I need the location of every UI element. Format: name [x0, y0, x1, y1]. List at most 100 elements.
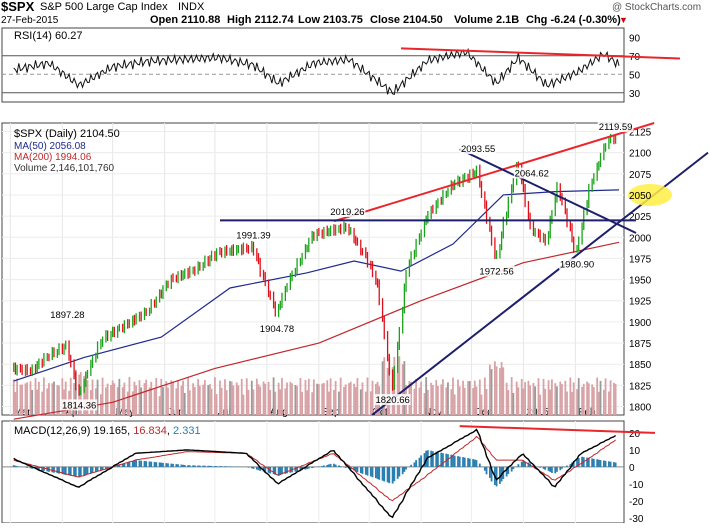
macd-histogram-bar [566, 466, 568, 467]
volume-bar [338, 392, 340, 415]
volume-bar [435, 380, 437, 415]
macd-histogram-bar [403, 467, 405, 472]
ma50-legend: MA(50) 2056.08 [14, 141, 86, 152]
macd-signal-value: 16.834 [133, 425, 167, 437]
macd-histogram-bar [328, 464, 330, 466]
volume-bar [199, 386, 201, 415]
macd-histogram-bar [561, 467, 563, 469]
volume-legend: Volume 2,146,101,760 [14, 163, 114, 174]
price-y-tick: 1900 [629, 318, 652, 329]
rsi-title: RSI(14) 60.27 [14, 30, 82, 42]
macd-histogram-bar [78, 467, 80, 477]
rsi-y-tick: 50 [629, 70, 641, 81]
price-y-tick: 1975 [629, 254, 652, 265]
macd-y-tick: 0 [629, 463, 635, 474]
macd-histogram-bar [367, 467, 369, 476]
volume-bar [316, 384, 318, 415]
macd-histogram-bar [598, 460, 600, 467]
volume-bar [318, 384, 320, 415]
macd-histogram-bar [73, 467, 75, 476]
macd-histogram-bar [382, 467, 384, 481]
macd-histogram-bar [430, 451, 432, 467]
volume-bar [450, 389, 452, 415]
volume-bar [578, 378, 580, 415]
volume-bar [259, 387, 261, 415]
macd-histogram-bar [377, 467, 379, 479]
volume-bar [335, 381, 337, 415]
macd-histogram-bar [92, 467, 94, 473]
volume-bar [551, 379, 553, 415]
macd-histogram-bar [150, 462, 152, 467]
volume-bar [36, 390, 38, 415]
volume-bar [462, 381, 464, 415]
macd-histogram-bar [16, 466, 18, 467]
macd-histogram-bar [192, 465, 194, 467]
volume-bar [365, 392, 367, 415]
macd-histogram-bar [294, 467, 296, 472]
volume-bar [330, 378, 332, 415]
macd-histogram-bar [256, 467, 258, 470]
volume-bar [348, 383, 350, 415]
volume-bar [516, 382, 518, 415]
macd-histogram-bar [155, 462, 157, 467]
macd-histogram-bar [419, 458, 421, 467]
volume-bar [279, 389, 281, 415]
volume-bar [159, 396, 161, 415]
macd-histogram-bar [251, 467, 253, 468]
macd-histogram-bar [549, 467, 551, 472]
macd-histogram-bar [184, 465, 186, 467]
macd-histogram-bar [610, 462, 612, 467]
volume-bar [301, 392, 303, 415]
macd-hist-value: 2.331 [173, 425, 201, 437]
macd-histogram-bar [511, 467, 513, 472]
volume-bar [372, 381, 374, 415]
volume-value: Volume 2.1B [454, 14, 519, 26]
macd-histogram-bar [539, 467, 541, 468]
volume-bar [420, 382, 422, 415]
macd-histogram-bar [387, 467, 389, 482]
volume-bar [268, 382, 270, 415]
macd-histogram-bar [187, 465, 189, 467]
volume-bar [134, 382, 136, 415]
volume-bar [113, 383, 115, 415]
volume-bar [127, 392, 129, 415]
macd-histogram-bar [75, 467, 77, 477]
macd-histogram-bar [170, 464, 172, 467]
change-value: Chg -6.24 (-0.30%) [526, 14, 621, 26]
macd-histogram-bar [420, 455, 422, 466]
volume-bar [278, 383, 280, 415]
volume-bar [281, 378, 283, 415]
volume-bar [367, 378, 369, 415]
price-annotation: 1897.28 [50, 310, 84, 321]
volume-bar [512, 393, 514, 415]
macd-histogram-bar [149, 461, 151, 466]
volume-bar [112, 380, 114, 415]
volume-bar [177, 380, 179, 415]
volume-bar [486, 389, 488, 415]
macd-histogram-bar [544, 467, 546, 470]
change-down-icon: ▼ [619, 15, 628, 25]
macd-histogram-bar [442, 453, 444, 467]
macd-histogram-bar [388, 467, 390, 483]
volume-bar [13, 379, 15, 415]
macd-histogram-bar [591, 458, 593, 466]
volume-bar [467, 381, 469, 415]
macd-histogram-bar [548, 467, 550, 471]
volume-bar [172, 382, 174, 415]
macd-histogram-bar [15, 466, 17, 467]
volume-bar [593, 387, 595, 415]
macd-histogram-bar [199, 466, 201, 467]
macd-histogram-bar [26, 467, 28, 468]
macd-histogram-bar [139, 460, 141, 466]
volume-bar [474, 381, 476, 415]
volume-bar [229, 381, 231, 415]
volume-bar [189, 390, 191, 415]
volume-bar [581, 387, 583, 415]
price-annotation: 1980.90 [560, 259, 594, 270]
macd-histogram-bar [512, 467, 514, 469]
macd-histogram-bar [175, 464, 177, 467]
macd-histogram-bar [197, 466, 199, 467]
macd-histogram-bar [180, 465, 182, 467]
